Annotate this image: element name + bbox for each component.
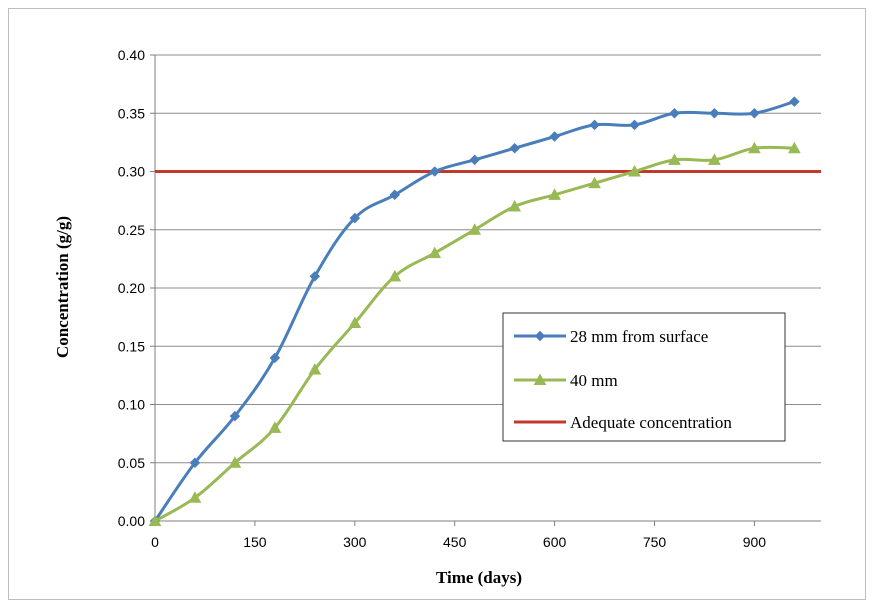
data-point	[509, 142, 520, 154]
x-tick-labels: 0 150 300 450 600 750 900	[151, 534, 766, 550]
legend-entry: 40 mm	[514, 371, 618, 390]
legend-swatch-marker	[534, 330, 546, 342]
data-point	[348, 316, 362, 328]
series-40mm	[148, 141, 801, 527]
x-tick-label: 750	[643, 534, 667, 550]
data-point	[588, 176, 601, 189]
legend-label: 28 mm from surface	[570, 327, 708, 346]
series-28mm	[149, 96, 800, 527]
data-point	[787, 141, 801, 154]
data-point	[747, 141, 761, 154]
data-point	[269, 352, 281, 364]
x-tick-label: 600	[543, 534, 567, 550]
y-tick-label: 0.40	[118, 47, 145, 63]
data-point	[228, 456, 242, 468]
data-point	[388, 269, 402, 282]
data-point	[188, 491, 202, 503]
series-layer	[148, 96, 801, 527]
legend-box	[502, 312, 786, 442]
x-tick-label: 300	[343, 534, 367, 550]
legend-entry: Adequate concentration	[514, 413, 732, 432]
data-point	[669, 107, 680, 119]
y-axis-title: Concentration (g/g)	[53, 216, 72, 358]
data-point	[708, 153, 721, 165]
data-point	[548, 188, 562, 200]
y-tick-label: 0.10	[118, 397, 145, 413]
data-point	[789, 96, 800, 107]
legend-items: 28 mm from surface 40 mm Adequate concentr…	[514, 327, 732, 432]
data-point	[749, 107, 760, 119]
y-tick-label: 0.00	[118, 513, 145, 529]
chart-frame	[8, 8, 866, 600]
series-line	[153, 100, 795, 522]
legend-swatch-marker	[533, 373, 547, 386]
data-point	[468, 223, 482, 235]
x-tick-label: 900	[743, 534, 767, 550]
x-tick-label: 0	[151, 534, 159, 550]
data-point	[429, 166, 441, 177]
legend-label: 40 mm	[570, 371, 618, 390]
data-point	[428, 246, 442, 259]
data-point	[349, 212, 361, 224]
data-point	[389, 189, 401, 201]
data-point	[668, 153, 681, 165]
data-point	[148, 514, 162, 527]
data-point	[589, 119, 600, 131]
data-point	[508, 199, 522, 212]
data-point	[549, 131, 560, 142]
axes	[150, 54, 821, 526]
legend-entry: 28 mm from surface	[514, 327, 708, 346]
x-tick-label: 150	[243, 534, 267, 550]
x-axis-title: Time (days)	[436, 568, 522, 587]
y-tick-label: 0.05	[118, 455, 145, 471]
data-point	[309, 270, 321, 282]
data-point	[629, 119, 640, 131]
data-point	[709, 107, 720, 119]
data-point	[469, 154, 481, 166]
data-point	[229, 410, 241, 422]
y-tick-label: 0.20	[118, 280, 145, 296]
data-point	[189, 457, 201, 469]
x-tick-label: 450	[443, 534, 467, 550]
legend-label: Adequate concentration	[570, 413, 732, 432]
y-tick-labels: 0.00 0.05 0.10 0.15 0.20 0.25 0.30 0.35 0.40	[118, 47, 145, 529]
data-point	[628, 164, 641, 177]
y-tick-label: 0.30	[118, 164, 145, 180]
legend: 28 mm from surface 40 mm Adequate concentr…	[502, 312, 786, 442]
y-tick-label: 0.15	[118, 338, 145, 354]
y-tick-label: 0.35	[118, 105, 145, 121]
data-point	[268, 421, 282, 433]
y-tick-label: 0.25	[118, 222, 145, 238]
data-point	[308, 363, 322, 375]
